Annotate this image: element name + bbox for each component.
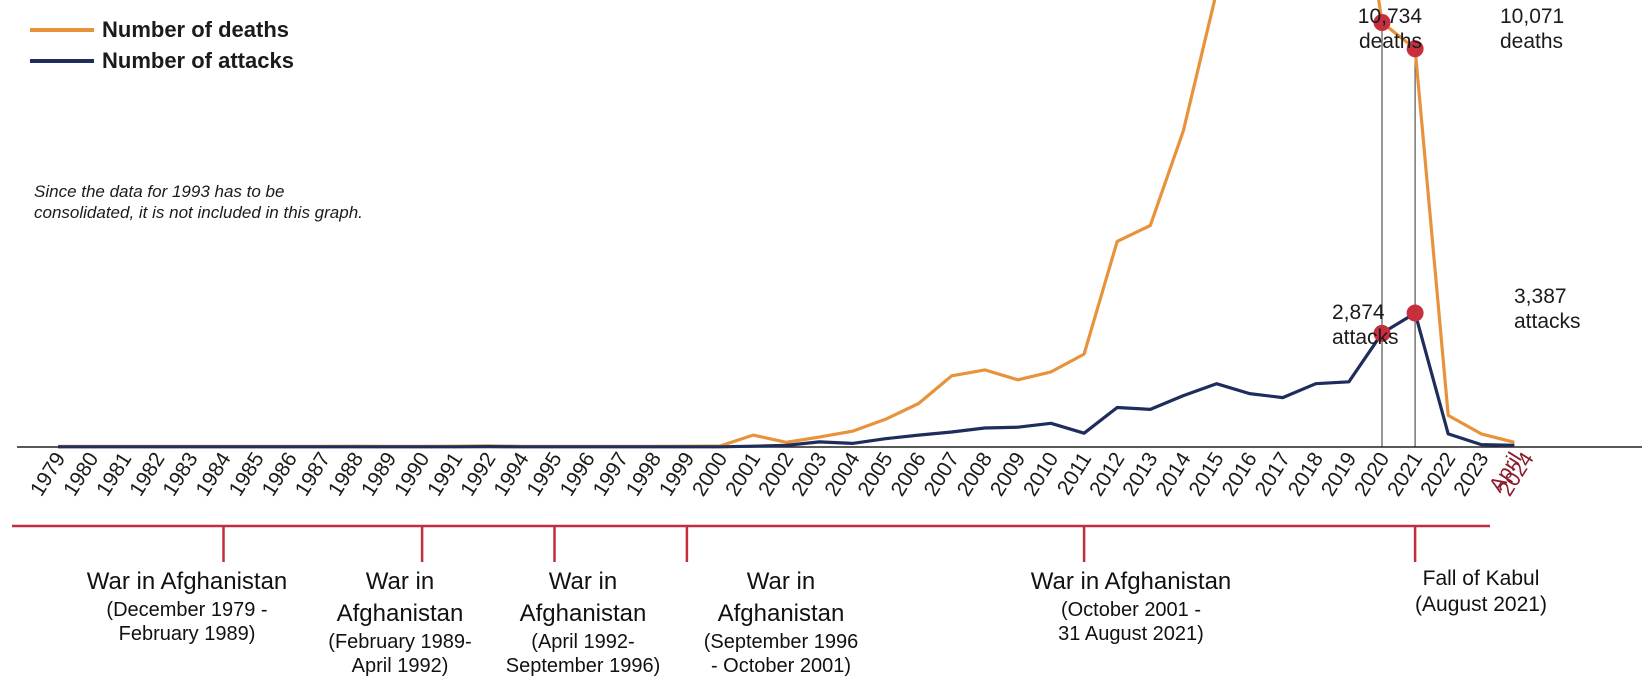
- x-tick-label-2009: 2009: [986, 448, 1030, 500]
- x-tick-label-2012: 2012: [1085, 448, 1129, 500]
- x-tick-label-2007: 2007: [920, 448, 964, 500]
- period-label-1989-1992: War in Afghanistan (February 1989- April…: [328, 566, 471, 678]
- x-tick-label-1997: 1997: [589, 448, 633, 500]
- data-note-line-1: Since the data for 1993 has to be: [34, 182, 285, 201]
- period-label-1996-2001: War in Afghanistan (September 1996 - Oct…: [704, 566, 859, 678]
- x-tick-label-1995: 1995: [522, 448, 566, 500]
- legend-item-attacks: Number of attacks: [30, 45, 294, 76]
- x-tick-label-1999: 1999: [655, 448, 699, 500]
- annotation-attacks-2020-value: 2,874: [1332, 301, 1385, 324]
- x-tick-label-1984: 1984: [191, 448, 235, 500]
- marker-attacks-2020: [1373, 324, 1391, 342]
- x-tick-label-1979: 1979: [26, 448, 70, 500]
- period-4-title-1: War in: [746, 568, 816, 595]
- marker-deaths-2021: [1406, 40, 1424, 58]
- period-1-date-2: February 1989): [118, 623, 256, 645]
- x-tick-label-2018: 2018: [1284, 448, 1328, 500]
- annotation-attacks-2020-unit: attacks: [1332, 326, 1399, 349]
- period-3-title-1: War in: [548, 568, 618, 595]
- marker-attacks-2021: [1406, 304, 1424, 322]
- period-5-date-2: 31 August 2021): [1058, 623, 1204, 645]
- x-tick-label-2005: 2005: [853, 448, 897, 500]
- x-tick-label-1998: 1998: [622, 448, 666, 500]
- x-tick-label-2020: 2020: [1350, 448, 1394, 500]
- x-tick-label-2006: 2006: [887, 448, 931, 500]
- annotation-attacks-2021: 3,387 attacks: [1514, 284, 1581, 334]
- x-tick-label-1992: 1992: [456, 448, 500, 500]
- data-note-line-2: consolidated, it is not included in this…: [34, 203, 363, 222]
- x-tick-label-2002: 2002: [754, 448, 798, 500]
- period-1-date-1: (December 1979 -: [106, 599, 268, 621]
- period-2-date-1: (February 1989-: [328, 631, 472, 653]
- period-label-1979-1989: War in Afghanistan (December 1979 - Febr…: [87, 566, 288, 646]
- data-note: Since the data for 1993 has to be consol…: [34, 181, 363, 223]
- period-4-title-2: Afghanistan: [717, 600, 845, 627]
- x-tick-label-2008: 2008: [953, 448, 997, 500]
- marker-deaths-2020: [1373, 14, 1391, 32]
- x-tick-label-2019: 2019: [1317, 448, 1361, 500]
- series-line-attacks: [58, 311, 1515, 449]
- x-tick-label-2010: 2010: [1019, 448, 1063, 500]
- x-tick-label-2000: 2000: [688, 448, 732, 500]
- x-tick-label-1990: 1990: [390, 448, 434, 500]
- period-5-title-1: War in Afghanistan: [1030, 568, 1232, 595]
- period-label-1992-1996: War in Afghanistan (April 1992- Septembe…: [506, 566, 661, 678]
- x-tick-label-1996: 1996: [556, 448, 600, 500]
- x-tick-label-1982: 1982: [125, 448, 169, 500]
- x-tick-label-1989: 1989: [357, 448, 401, 500]
- period-2-title-2: Afghanistan: [336, 600, 464, 627]
- annotation-deaths-2021-unit: deaths: [1500, 30, 1564, 53]
- legend-swatch-deaths: [30, 27, 94, 32]
- x-tick-label-2022: 2022: [1416, 448, 1460, 500]
- legend-swatch-attacks: [30, 58, 94, 63]
- legend-label-attacks: Number of attacks: [102, 47, 294, 73]
- period-label-fall-of-kabul: Fall of Kabul (August 2021): [1415, 566, 1547, 618]
- annotation-deaths-2020-unit: deaths: [1358, 30, 1422, 53]
- x-tick-label-2001: 2001: [721, 448, 765, 500]
- period-2-title-1: War in: [365, 568, 435, 595]
- period-4-date-2: - October 2001): [710, 655, 852, 677]
- period-6-date-1: (August 2021): [1415, 593, 1547, 616]
- legend: Number of deaths Number of attacks: [30, 14, 294, 76]
- annotation-deaths-2021-value: 10,071: [1500, 5, 1565, 28]
- period-label-2001-2021: War in Afghanistan (October 2001 - 31 Au…: [1031, 566, 1232, 646]
- period-3-title-2: Afghanistan: [519, 600, 647, 627]
- x-tick-label-1981: 1981: [92, 448, 136, 500]
- x-tick-label-1986: 1986: [258, 448, 302, 500]
- period-6-title-1: Fall of Kabul: [1422, 567, 1540, 590]
- x-tick-label-2021: 2021: [1383, 448, 1427, 500]
- period-3-date-1: (April 1992-: [531, 631, 635, 653]
- annotation-deaths-2020: 10,734 deaths: [1262, 4, 1422, 54]
- x-tick-label-1987: 1987: [291, 448, 335, 500]
- period-5-date-1: (October 2001 -: [1060, 599, 1202, 621]
- x-tick-label-2014: 2014: [1151, 448, 1195, 500]
- period-4-date-1: (September 1996: [703, 631, 859, 653]
- x-tick-label-1994: 1994: [489, 448, 533, 500]
- x-tick-label-2016: 2016: [1218, 448, 1262, 500]
- annotation-attacks-2021-unit: attacks: [1514, 310, 1581, 333]
- period-2-date-2: April 1992): [351, 655, 449, 677]
- x-tick-label-2023: 2023: [1449, 448, 1493, 500]
- period-1-title-1: War in Afghanistan: [86, 568, 288, 595]
- x-tick-label-1988: 1988: [324, 448, 368, 500]
- annotation-attacks-2020: 2,874 attacks: [1332, 300, 1399, 350]
- x-tick-label-2015: 2015: [1184, 448, 1228, 500]
- annotation-deaths-2021: 10,071 deaths: [1500, 4, 1564, 54]
- annotation-deaths-2020-value: 10,734: [1357, 5, 1422, 28]
- x-tick-label-2004: 2004: [820, 448, 864, 500]
- x-tick-label-1991: 1991: [423, 448, 467, 500]
- x-tick-label-1983: 1983: [158, 448, 202, 500]
- legend-item-deaths: Number of deaths: [30, 14, 294, 45]
- x-tick-label-2003: 2003: [787, 448, 831, 500]
- annotation-attacks-2021-value: 3,387: [1514, 285, 1567, 308]
- x-tick-label-2013: 2013: [1118, 448, 1162, 500]
- x-tick-label-1985: 1985: [225, 448, 269, 500]
- legend-label-deaths: Number of deaths: [102, 16, 290, 42]
- x-tick-label-2017: 2017: [1251, 448, 1295, 500]
- x-tick-label-1980: 1980: [59, 448, 103, 500]
- period-3-date-2: September 1996): [505, 655, 661, 677]
